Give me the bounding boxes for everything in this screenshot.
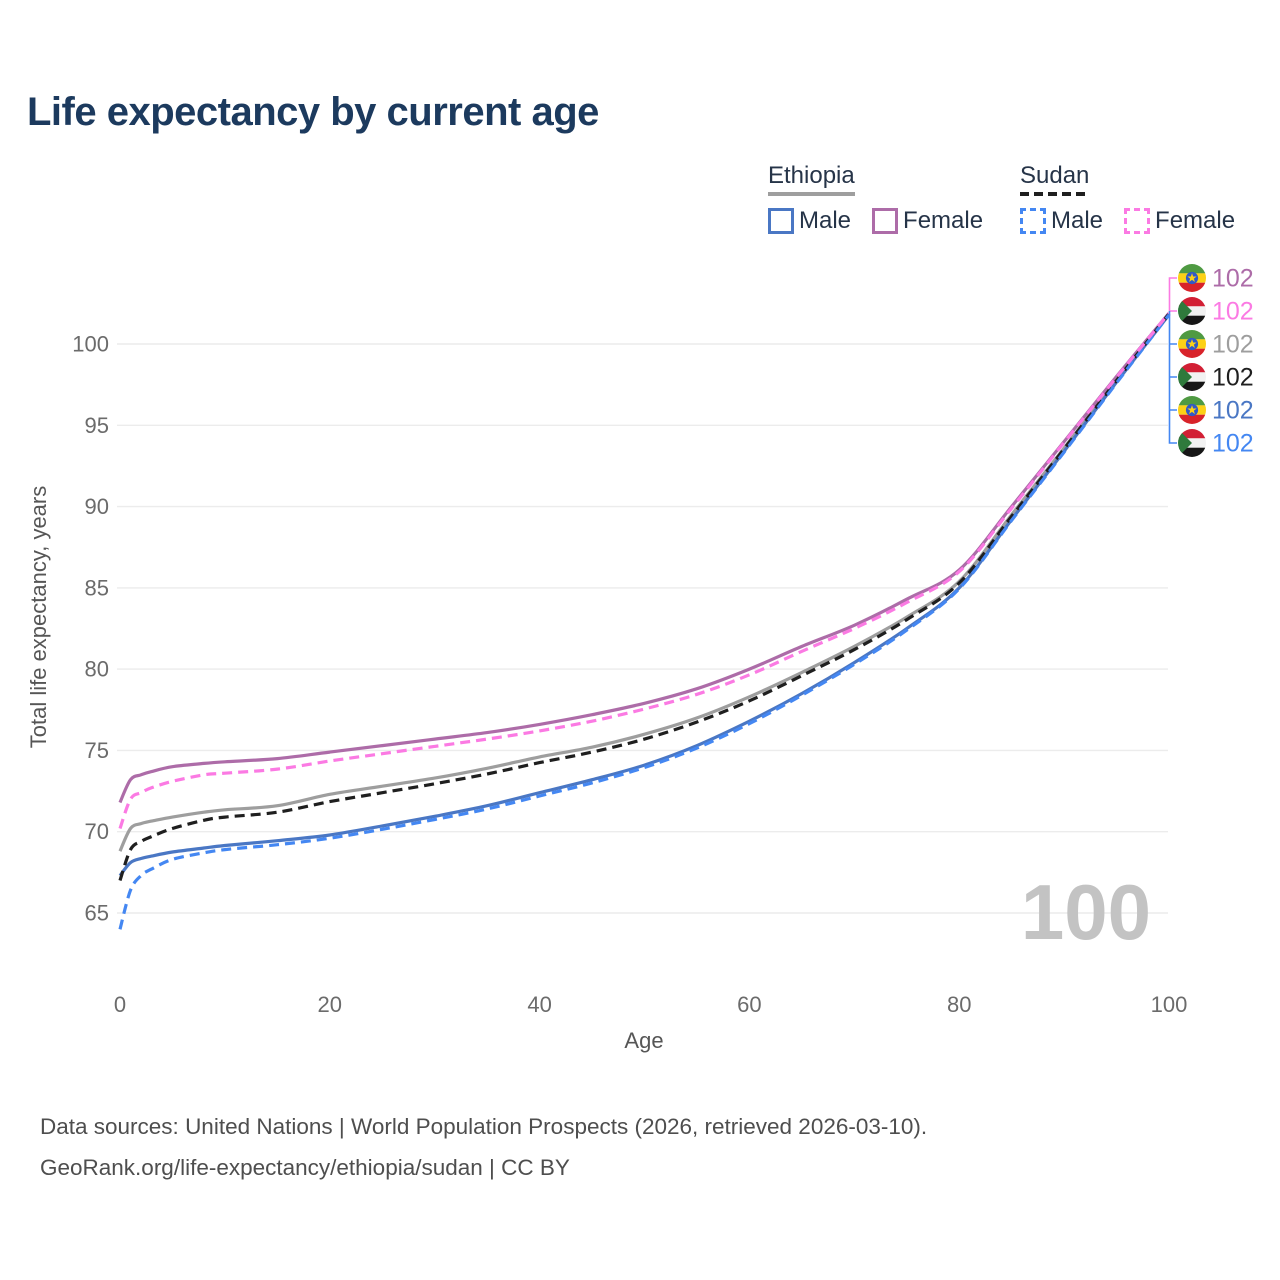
ethiopia-line-style-swatch (768, 192, 855, 196)
y-tick-65: 65 (85, 901, 109, 926)
female-leader-bracket (1168, 277, 1177, 312)
x-tick-20: 20 (318, 992, 342, 1017)
data-sources-line: Data sources: United Nations | World Pop… (40, 1114, 928, 1139)
series-line-ethiopia-female[interactable] (118, 312, 1171, 804)
y-tick-100: 100 (72, 332, 109, 357)
y-tick-80: 80 (85, 657, 109, 682)
legend-country-label: Ethiopia (768, 162, 855, 189)
legend-item-ethiopia-male[interactable]: Male (768, 207, 851, 235)
end-label-sudan-5: 102 (1178, 429, 1254, 458)
series-line-sudan-all[interactable] (118, 312, 1171, 881)
legend-group-ethiopia: Ethiopia Male Female (768, 163, 983, 235)
y-tick-70: 70 (85, 819, 109, 844)
y-tick-85: 85 (85, 575, 109, 600)
end-label-value: 102 (1212, 430, 1254, 458)
attribution-line: GeoRank.org/life-expectancy/ethiopia/sud… (40, 1155, 570, 1180)
ethiopia-female-swatch-icon (872, 208, 899, 234)
y-tick-75: 75 (85, 738, 109, 763)
legend-item-sudan-female[interactable]: Female (1124, 207, 1235, 235)
series-line-sudan-male[interactable] (118, 313, 1171, 930)
page-title: Life expectancy by current age (27, 90, 599, 134)
male-leader-bracket (1168, 311, 1177, 444)
footer: Data sources: United Nations | World Pop… (40, 1106, 927, 1188)
hovered-age-watermark: 100 (1021, 868, 1151, 956)
x-tick-100: 100 (1151, 992, 1188, 1017)
legend-item-label: Female (1155, 207, 1236, 234)
end-label-sudan-3: 102 (1178, 363, 1254, 392)
end-label-ethiopia-4: 102 (1178, 396, 1254, 425)
series-line-sudan-female[interactable] (118, 312, 1171, 830)
x-tick-60: 60 (737, 992, 761, 1017)
x-tick-0: 0 (114, 992, 126, 1017)
legend-country-label: Sudan (1020, 162, 1090, 189)
ethiopia-flag-icon (1178, 330, 1206, 358)
ethiopia-male-swatch-icon (768, 208, 794, 234)
series-lines (118, 312, 1171, 930)
sudan-line-style-swatch (1020, 192, 1090, 196)
sudan-flag-icon (1178, 429, 1206, 457)
x-axis-title: Age (624, 1028, 663, 1053)
series-end-labels: 102 102 102 102 102 102 (1178, 264, 1254, 458)
y-tick-90: 90 (85, 494, 109, 519)
x-tick-80: 80 (947, 992, 971, 1017)
sudan-flag-icon (1178, 297, 1206, 325)
end-label-value: 102 (1212, 265, 1254, 293)
y-tick-labels: 65 70 75 80 85 90 95 100 (72, 332, 109, 926)
legend-country-ethiopia[interactable]: Ethiopia (768, 163, 855, 196)
y-tick-95: 95 (85, 413, 109, 438)
y-gridlines (117, 343, 1168, 914)
legend-country-sudan[interactable]: Sudan (1020, 162, 1090, 196)
sudan-female-swatch-icon (1124, 208, 1151, 234)
end-label-value: 102 (1212, 331, 1254, 359)
end-label-ethiopia-0: 102 (1178, 264, 1254, 293)
x-tick-40: 40 (527, 992, 551, 1017)
legend-item-label: Male (1051, 207, 1104, 234)
y-axis-title: Total life expectancy, years (26, 486, 51, 749)
end-label-value: 102 (1212, 364, 1254, 392)
legend-item-sudan-male[interactable]: Male (1020, 207, 1103, 235)
legend-item-ethiopia-female[interactable]: Female (872, 207, 983, 235)
sudan-flag-icon (1178, 363, 1206, 391)
end-label-value: 102 (1212, 298, 1254, 326)
ethiopia-flag-icon (1178, 264, 1206, 292)
legend-item-label: Male (799, 207, 852, 234)
ethiopia-flag-icon (1178, 396, 1206, 424)
legend-group-sudan: Sudan Male Female (1020, 163, 1235, 235)
end-label-sudan-1: 102 (1178, 297, 1254, 326)
legend-item-label: Female (903, 207, 984, 234)
x-tick-labels: 0 20 40 60 80 100 (114, 992, 1187, 1017)
sudan-male-swatch-icon (1020, 208, 1046, 234)
series-line-ethiopia-male[interactable] (118, 313, 1171, 877)
end-label-value: 102 (1212, 397, 1254, 425)
end-label-ethiopia-2: 102 (1178, 330, 1254, 359)
leader-brackets (1168, 277, 1177, 444)
